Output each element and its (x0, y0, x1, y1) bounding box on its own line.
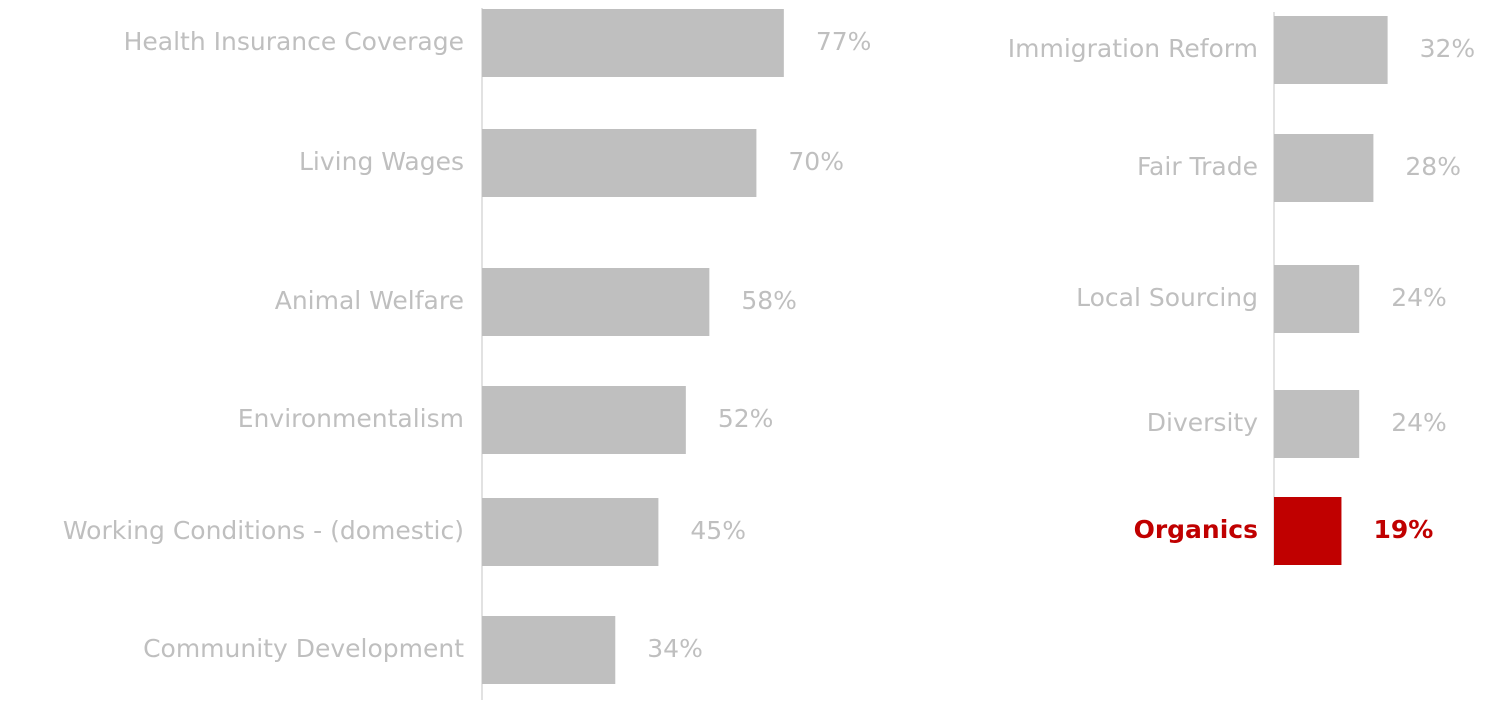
data-label: 24% (1391, 408, 1447, 437)
data-label: 34% (647, 634, 703, 663)
bar-immigration-reform (1274, 16, 1388, 84)
category-label: Diversity (1147, 408, 1258, 437)
data-label: 58% (741, 286, 797, 315)
chart-panel-1: Health Insurance Coverage 77% Living Wages… (63, 8, 871, 700)
data-label: 24% (1391, 283, 1447, 312)
data-label: 70% (788, 147, 844, 176)
data-label: 52% (718, 404, 774, 433)
category-label: Living Wages (299, 147, 464, 176)
bar-working-conditions-domestic (482, 498, 659, 566)
category-label: Environmentalism (238, 404, 464, 433)
category-label: Fair Trade (1137, 152, 1258, 181)
bar-community-development (482, 616, 616, 684)
bar-diversity (1274, 390, 1360, 458)
bar-environmentalism (482, 386, 686, 454)
bar-living-wages (482, 129, 757, 197)
category-label: Working Conditions - (domestic) (63, 516, 464, 545)
data-label: 77% (816, 27, 872, 56)
chart-panel-2: Immigration Reform 32% Fair Trade 28% Local … (1008, 12, 1475, 566)
data-label: 32% (1420, 34, 1476, 63)
category-label: Animal Welfare (275, 286, 464, 315)
category-label: Health Insurance Coverage (124, 27, 464, 56)
category-label: Organics (1134, 515, 1258, 544)
category-label: Local Sourcing (1076, 283, 1258, 312)
category-label: Community Development (143, 634, 464, 663)
data-label: 28% (1405, 152, 1461, 181)
category-label: Immigration Reform (1008, 34, 1258, 63)
data-label: 19% (1373, 515, 1433, 544)
bar-animal-welfare (482, 268, 710, 336)
bar-health-insurance-coverage (482, 9, 784, 77)
bar-fair-trade (1274, 134, 1374, 202)
bar-local-sourcing (1274, 265, 1360, 333)
bar-organics (1274, 497, 1342, 565)
data-label: 45% (690, 516, 746, 545)
